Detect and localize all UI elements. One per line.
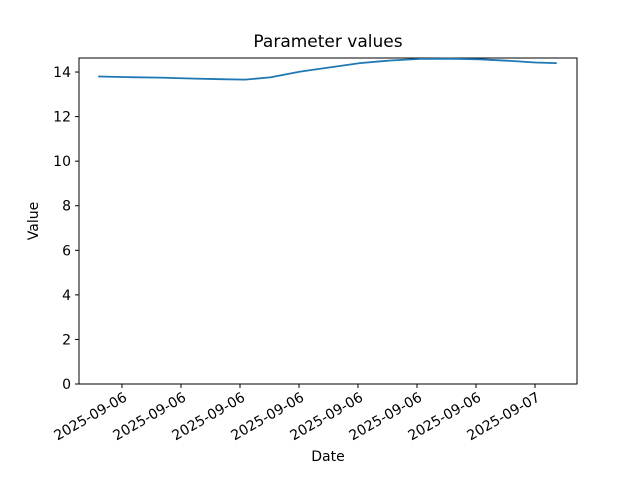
y-tick-label: 2: [62, 332, 71, 348]
y-tick-label: 10: [53, 154, 71, 170]
y-tick-label: 12: [53, 110, 71, 126]
y-axis-ticks: 0 2 4 6 8 10 12 14: [53, 65, 79, 393]
y-tick-label: 8: [62, 199, 71, 215]
chart-title: Parameter values: [253, 32, 402, 52]
y-tick-label: 6: [62, 243, 71, 259]
x-axis-label: Date: [311, 449, 344, 465]
y-tick-label: 4: [62, 288, 71, 304]
x-axis-ticks: 2025-09-062025-09-062025-09-062025-09-06…: [52, 384, 543, 444]
data-line-series: [98, 57, 557, 81]
y-axis-label: Value: [26, 202, 42, 240]
y-tick-label: 0: [62, 377, 71, 393]
plot-area: [78, 57, 578, 385]
y-tick-label: 14: [53, 65, 71, 81]
